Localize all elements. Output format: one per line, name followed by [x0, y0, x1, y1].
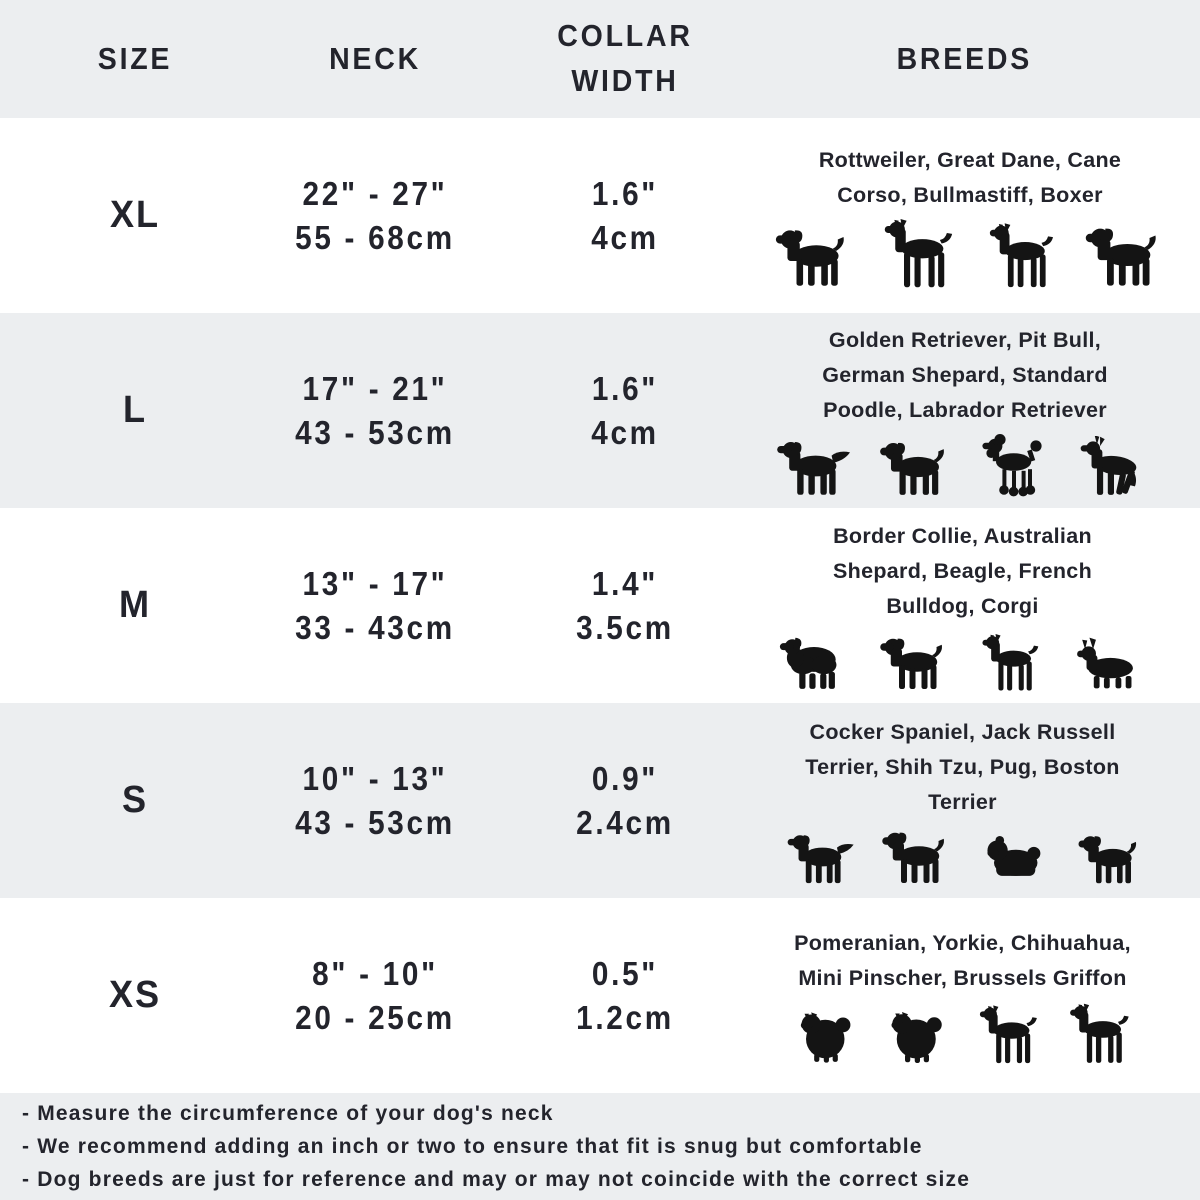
neck-measurement: 17" - 21" 43 - 53cm [281, 367, 470, 455]
neck-measurement: 22" - 27" 55 - 68cm [281, 172, 470, 260]
australian-shepard-icon [772, 630, 856, 692]
neck-inches: 17" - 21" [302, 369, 448, 407]
collar-inches: 0.9" [591, 759, 659, 797]
neck-cm: 43 - 53cm [295, 803, 455, 841]
bullmastiff-icon [1078, 221, 1170, 289]
neck-cm: 55 - 68cm [295, 218, 455, 256]
collar-cm: 2.4cm [576, 803, 674, 841]
neck-inches: 13" - 17" [302, 564, 448, 602]
note-measure: - Measure the circumference of your dog'… [22, 1102, 554, 1125]
size-label: L [123, 389, 147, 431]
footer-notes: - Measure the circumference of your dog'… [0, 1093, 1200, 1200]
size-label: XL [110, 194, 160, 236]
neck-cm: 43 - 53cm [295, 413, 455, 451]
size-label: S [121, 779, 148, 821]
dog-icon-strip [789, 1002, 1137, 1066]
great-dane-icon [872, 219, 964, 289]
column-header-neck: NECK [329, 41, 421, 76]
german-shepard-icon [1068, 436, 1160, 498]
note-recommend: - We recommend adding an inch or two to … [22, 1135, 923, 1158]
corgi-icon [1064, 634, 1154, 692]
breeds-list: Rottweiler, Great Dane, Cane Corso, Bull… [818, 147, 1122, 207]
golden-retriever-icon [770, 434, 858, 498]
mini-pinscher-icon [1061, 1002, 1137, 1066]
neck-cm: 20 - 25cm [295, 998, 455, 1036]
labrador-icon [874, 436, 956, 498]
collar-cm: 3.5cm [576, 608, 674, 646]
collar-width-measurement: 1.4" 3.5cm [495, 562, 756, 650]
dog-icon-strip [770, 219, 1170, 289]
jack-russell-icon [877, 826, 955, 886]
neck-inches: 8" - 10" [312, 954, 438, 992]
table-row: M 13" - 17" 33 - 43cm 1.4" 3.5cm Border … [0, 508, 1200, 703]
collar-cm: 4cm [591, 413, 659, 451]
note-reference: - Dog breeds are just for reference and … [22, 1168, 971, 1191]
collar-inches: 1.6" [591, 174, 659, 212]
collar-width-measurement: 1.6" 4cm [495, 172, 756, 260]
breeds-list: Pomeranian, Yorkie, Chihuahua, Mini Pins… [794, 930, 1131, 990]
breeds-cell: Cocker Spaniel, Jack Russell Terrier, Sh… [770, 703, 1200, 898]
yorkie-icon [879, 1006, 955, 1066]
french-bulldog-icon [972, 634, 1048, 692]
beagle-icon [872, 632, 956, 692]
size-label: M [119, 584, 151, 626]
table-row: L 17" - 21" 43 - 53cm 1.6" 4cm Golden Re… [0, 313, 1200, 508]
collar-width-measurement: 0.5" 1.2cm [495, 952, 756, 1040]
breeds-list: Cocker Spaniel, Jack Russell Terrier, Sh… [805, 720, 1120, 814]
breeds-cell: Pomeranian, Yorkie, Chihuahua, Mini Pins… [770, 898, 1200, 1093]
boxer-icon [980, 223, 1062, 289]
breeds-list: Golden Retriever, Pit Bull, German Shepa… [822, 328, 1108, 422]
collar-inches: 1.4" [591, 564, 659, 602]
pomeranian-icon [789, 1006, 863, 1066]
table-row: XS 8" - 10" 20 - 25cm 0.5" 1.2cm Pomeran… [0, 898, 1200, 1093]
table-row: S 10" - 13" 43 - 53cm 0.9" 2.4cm Cocker … [0, 703, 1200, 898]
pug-icon [1075, 830, 1145, 886]
rottweiler-icon [770, 223, 856, 289]
breeds-cell: Golden Retriever, Pit Bull, German Shepa… [770, 313, 1200, 508]
cocker-spaniel-icon [781, 828, 861, 886]
collar-width-measurement: 0.9" 2.4cm [495, 757, 756, 845]
collar-cm: 1.2cm [576, 998, 674, 1036]
size-label: XS [109, 974, 161, 1016]
poodle-icon [972, 434, 1052, 498]
table-row: XL 22" - 27" 55 - 68cm 1.6" 4cm Rottweil… [0, 118, 1200, 313]
neck-cm: 33 - 43cm [295, 608, 455, 646]
dog-icon-strip [781, 826, 1145, 886]
dog-icon-strip [772, 630, 1154, 692]
dog-icon-strip [770, 434, 1160, 498]
shih-tzu-icon [971, 828, 1059, 886]
breeds-cell: Border Collie, Australian Shepard, Beagl… [770, 508, 1200, 703]
table-header-row: SIZE NECK COLLAR WIDTH BREEDS [0, 0, 1200, 118]
neck-inches: 22" - 27" [302, 174, 448, 212]
collar-width-measurement: 1.6" 4cm [495, 367, 756, 455]
column-header-breeds: BREEDS [896, 41, 1033, 76]
collar-inches: 0.5" [591, 954, 659, 992]
neck-measurement: 10" - 13" 43 - 53cm [281, 757, 470, 845]
neck-inches: 10" - 13" [302, 759, 448, 797]
column-header-size: SIZE [97, 41, 173, 76]
neck-measurement: 13" - 17" 33 - 43cm [281, 562, 470, 650]
column-header-collar-width: COLLAR WIDTH [557, 18, 693, 98]
neck-measurement: 8" - 10" 20 - 25cm [281, 952, 470, 1040]
breeds-cell: Rottweiler, Great Dane, Cane Corso, Bull… [770, 118, 1200, 313]
collar-cm: 4cm [591, 218, 659, 256]
collar-inches: 1.6" [591, 369, 659, 407]
breeds-list: Border Collie, Australian Shepard, Beagl… [833, 524, 1092, 618]
chihuahua-icon [971, 1004, 1045, 1066]
